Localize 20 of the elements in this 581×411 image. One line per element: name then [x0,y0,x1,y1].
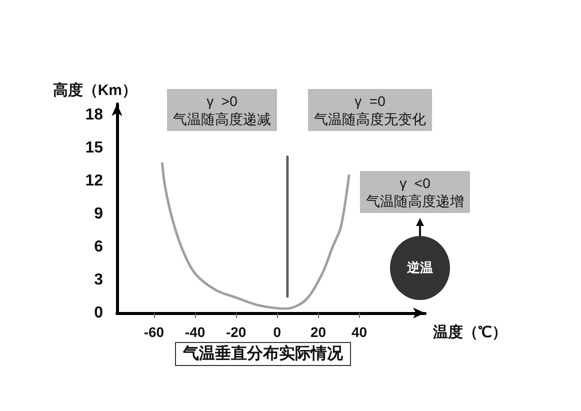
x-tick-label: -20 [226,324,246,340]
text: 气温垂直分布实际情况 [182,344,344,362]
y-tick-label: 12 [85,172,104,190]
x-tick-label: 40 [352,324,368,340]
annotation: γ <0 气温随高度递增 [366,175,464,209]
y-tick-label: 15 [85,140,104,156]
y-tick-label: 18 [85,106,104,124]
y-tick-label: 9 [94,206,104,222]
x-tick-label: 20 [310,324,326,340]
x-tick-label: -60 [144,324,164,340]
annotation: γ =0 气温随高度无变化 [314,93,426,127]
y-tick-label: 3 [94,272,104,288]
annotation: γ >0 气温随高度递减 [173,93,271,127]
x-tick-label: -40 [184,324,206,340]
x-tick-label: 0 [273,324,282,340]
y-axis-title: 高度（Km） [52,81,137,99]
y-tick-label: 0 [94,304,104,322]
y-tick-label: 6 [94,238,104,256]
line-series [160,162,350,310]
x-axis-title: 温度（℃） [432,323,507,341]
